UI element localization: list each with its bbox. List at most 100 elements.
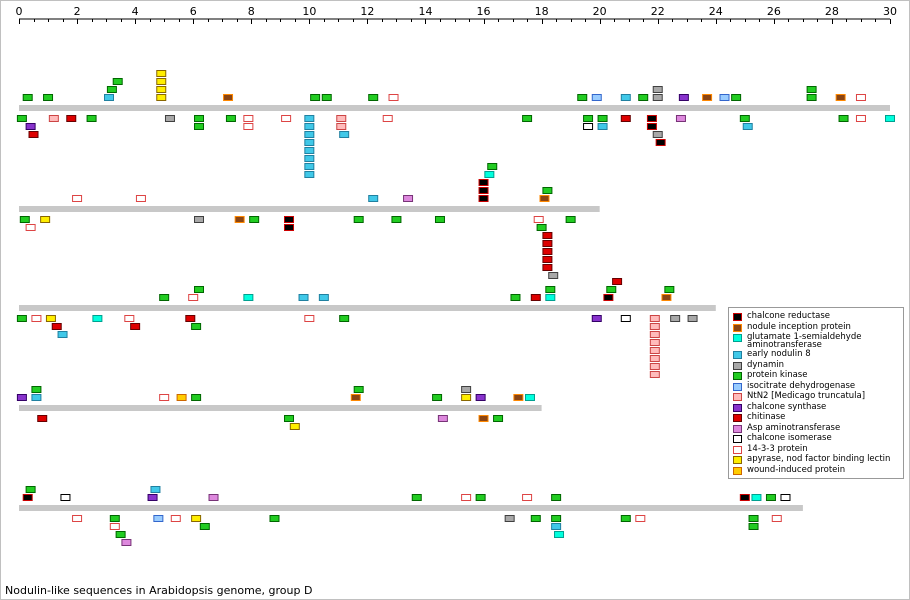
legend-swatch xyxy=(733,445,742,454)
gene-marker-protein-kinase xyxy=(225,115,236,122)
gene-marker-protein-kinase xyxy=(806,86,817,93)
gene-marker-glutamate xyxy=(484,171,495,178)
gene-marker-dynamin xyxy=(164,115,175,122)
gene-marker-chalcone-synthase xyxy=(475,394,486,401)
gene-marker-protein-1433 xyxy=(388,94,399,101)
gene-marker-protein-kinase xyxy=(199,523,210,530)
gene-marker-protein-1433 xyxy=(188,294,199,301)
gene-marker-protein-kinase xyxy=(191,394,202,401)
gene-marker-protein-kinase xyxy=(112,78,123,85)
gene-marker-apyrase xyxy=(156,86,167,93)
gene-marker-apyrase xyxy=(289,423,300,430)
ruler-tick-label: 24 xyxy=(709,5,723,18)
legend-swatch xyxy=(733,456,742,464)
gene-marker-chalcone-reductase xyxy=(284,224,295,231)
legend-swatch xyxy=(733,435,742,443)
gene-marker-dynamin xyxy=(652,94,663,101)
legend-label: dynamin xyxy=(747,359,785,370)
legend-label: chitinase xyxy=(747,412,786,422)
legend-label: early nodulin 8 xyxy=(747,349,811,359)
gene-marker-protein-kinase xyxy=(522,115,533,122)
gene-marker-protein-kinase xyxy=(368,94,379,101)
legend-swatch xyxy=(733,393,742,401)
gene-marker-dynamin xyxy=(670,315,681,322)
gene-marker-ntn2 xyxy=(649,355,660,362)
gene-marker-protein-1433 xyxy=(31,315,42,322)
gene-marker-glutamate xyxy=(92,315,103,322)
gene-marker-chitinase xyxy=(37,415,48,422)
gene-marker-protein-kinase xyxy=(353,216,364,223)
legend-swatch xyxy=(733,351,742,359)
gene-marker-wound-induced xyxy=(176,394,187,401)
gene-marker-protein-1433 xyxy=(243,115,254,122)
legend-label: glutamate 1-semialdehyde aminotransferas… xyxy=(747,332,862,350)
legend-swatch xyxy=(733,424,742,433)
gene-marker-nodule-inception xyxy=(539,195,550,202)
gene-marker-chalcone-reductase xyxy=(655,139,666,146)
legend-swatch xyxy=(733,403,742,412)
gene-marker-apyrase xyxy=(461,394,472,401)
legend-label: 14-3-3 protein xyxy=(747,443,808,454)
gene-marker-protein-1433 xyxy=(382,115,393,122)
gene-marker-protein-kinase xyxy=(510,294,521,301)
legend-label: chalcone isomerase xyxy=(747,433,832,443)
gene-marker-early-nodulin xyxy=(304,115,315,122)
gene-marker-protein-kinase xyxy=(565,216,576,223)
gene-marker-chitinase xyxy=(530,294,541,301)
ruler-tick-label: 18 xyxy=(535,5,549,18)
gene-marker-chitinase xyxy=(28,131,39,138)
gene-marker-ntn2 xyxy=(336,123,347,130)
gene-marker-protein-1433 xyxy=(72,515,83,522)
gene-marker-early-nodulin xyxy=(304,131,315,138)
gene-marker-dynamin xyxy=(548,272,559,279)
ruler-tick-label: 22 xyxy=(651,5,665,18)
gene-marker-early-nodulin xyxy=(304,171,315,178)
gene-marker-protein-kinase xyxy=(432,394,443,401)
gene-marker-early-nodulin xyxy=(304,155,315,162)
gene-marker-early-nodulin xyxy=(57,331,68,338)
gene-marker-protein-kinase xyxy=(353,386,364,393)
gene-marker-protein-kinase xyxy=(194,115,205,122)
gene-marker-chitinase xyxy=(542,264,553,271)
gene-marker-early-nodulin xyxy=(150,486,161,493)
gene-marker-protein-kinase xyxy=(739,115,750,122)
gene-marker-chalcone-synthase xyxy=(147,494,158,501)
gene-marker-protein-kinase xyxy=(25,486,36,493)
gene-marker-early-nodulin xyxy=(304,147,315,154)
gene-marker-early-nodulin xyxy=(368,195,379,202)
legend-swatch xyxy=(733,334,742,342)
legend-label: isocitrate dehydrogenase xyxy=(747,380,856,391)
gene-marker-glutamate xyxy=(243,294,254,301)
gene-marker-protein-1433 xyxy=(635,515,646,522)
gene-marker-chitinase xyxy=(620,115,631,122)
gene-marker-protein-kinase xyxy=(194,123,205,130)
gene-marker-chitinase xyxy=(66,115,77,122)
chromosome-bar-chr2 xyxy=(19,206,600,212)
gene-marker-ntn2 xyxy=(336,115,347,122)
gene-marker-protein-kinase xyxy=(731,94,742,101)
gene-marker-dynamin xyxy=(652,86,663,93)
gene-marker-protein-kinase xyxy=(159,294,170,301)
gene-marker-early-nodulin xyxy=(620,94,631,101)
gene-marker-dynamin xyxy=(652,131,663,138)
gene-marker-ntn2 xyxy=(649,363,660,370)
gene-marker-asp-aminotransferase xyxy=(208,494,219,501)
gene-marker-protein-kinase xyxy=(536,224,547,231)
ruler-tick-label: 16 xyxy=(477,5,491,18)
gene-marker-ntn2 xyxy=(48,115,59,122)
legend-label: apyrase, nod factor binding lectin xyxy=(747,454,891,464)
gene-marker-chalcone-synthase xyxy=(16,394,27,401)
gene-marker-ntn2 xyxy=(649,331,660,338)
gene-marker-protein-1433 xyxy=(522,494,533,501)
legend-swatch xyxy=(733,382,742,391)
gene-marker-chalcone-reductase xyxy=(478,195,489,202)
gene-marker-protein-1433 xyxy=(135,195,146,202)
gene-marker-nodule-inception xyxy=(234,216,245,223)
gene-marker-protein-kinase xyxy=(31,386,42,393)
gene-marker-chitinase xyxy=(542,232,553,239)
gene-marker-nodule-inception xyxy=(835,94,846,101)
gene-marker-protein-kinase xyxy=(583,115,594,122)
gene-marker-protein-1433 xyxy=(170,515,181,522)
legend-swatch xyxy=(733,313,742,321)
gene-marker-apyrase xyxy=(40,216,51,223)
